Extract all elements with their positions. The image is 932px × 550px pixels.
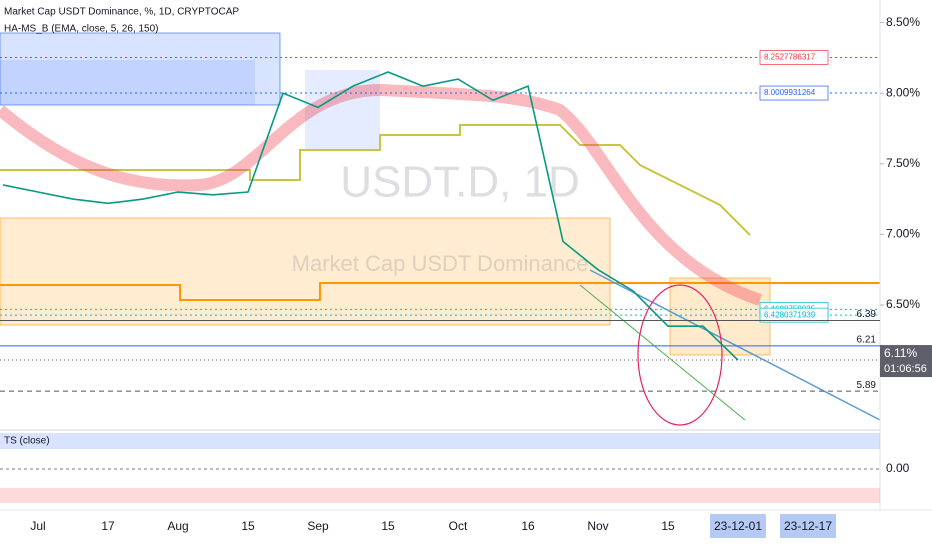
x-tick-label: Aug: [167, 519, 188, 533]
watermark: USDT.D, 1D: [340, 158, 580, 207]
y-tick-label: 7.50%: [886, 156, 920, 170]
x-tick-label: 15: [661, 519, 675, 533]
countdown: 01:06:56: [884, 363, 927, 375]
x-tick-label: 16: [521, 519, 535, 533]
price-label-box: [759, 50, 829, 65]
x-tick-label: 15: [241, 519, 255, 533]
x-label-box: [710, 514, 766, 538]
indicator-legend: HA-MS_B (EMA, close, 5, 26, 150): [4, 24, 159, 35]
last-price: 6.11%: [884, 346, 917, 360]
x-tick-label: 17: [101, 519, 115, 533]
drawings: [0, 0, 932, 511]
x-tick-label: 15: [381, 519, 395, 533]
y-tick-label: 8.00%: [886, 85, 920, 99]
y-tick-label: 6.50%: [886, 297, 920, 311]
price-label: 8.0009931264: [764, 88, 816, 97]
price-line-series: [2, 71, 739, 361]
y-tick-label: 8.50%: [886, 15, 920, 29]
price-label: 6.39: [857, 309, 877, 320]
price-label-box: [759, 307, 829, 323]
x-tick-label: Jul: [30, 519, 45, 533]
price-label: 6.21: [857, 335, 877, 346]
price-label: 6.4280371939: [764, 310, 816, 319]
watermark-subtitle: Market Cap USDT Dominance: [292, 251, 589, 276]
x-tick-label: 23-12-17: [784, 519, 832, 533]
chart-title: Market Cap USDT Dominance, %, 1D, CRYPTO…: [4, 7, 239, 18]
x-tick-label: Sep: [307, 519, 329, 533]
x-tick-label: Oct: [449, 519, 468, 533]
pane-title: TS (close): [4, 436, 50, 447]
last-price-box: [880, 345, 932, 378]
y-tick-label: 7.00%: [886, 227, 920, 241]
price-label-box: [759, 85, 829, 101]
y-tick-label: 0.00: [886, 461, 910, 475]
x-tick-label: Nov: [587, 519, 608, 533]
price-label: 5.89: [857, 380, 877, 391]
x-tick-label: 23-12-01: [714, 519, 762, 533]
x-label-box: [780, 514, 836, 538]
price-label: 8.2527786317: [764, 53, 816, 62]
